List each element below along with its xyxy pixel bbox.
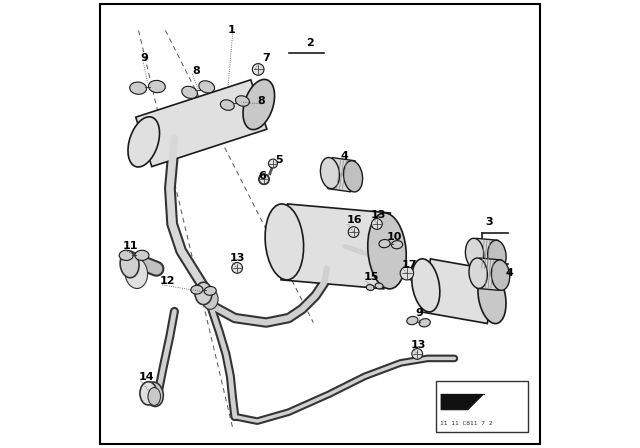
Text: 14: 14: [138, 372, 154, 382]
Polygon shape: [473, 238, 499, 271]
Ellipse shape: [371, 219, 382, 229]
Ellipse shape: [202, 289, 218, 310]
Ellipse shape: [199, 81, 214, 93]
Text: 11 11 C811 7 2: 11 11 C811 7 2: [440, 422, 493, 426]
Ellipse shape: [148, 80, 165, 93]
Ellipse shape: [265, 204, 303, 280]
Ellipse shape: [232, 263, 243, 273]
Ellipse shape: [348, 227, 359, 237]
Ellipse shape: [379, 240, 390, 248]
Polygon shape: [136, 80, 267, 167]
Ellipse shape: [195, 282, 212, 305]
Text: 8: 8: [192, 66, 200, 76]
Text: 2: 2: [306, 38, 314, 47]
Text: 3: 3: [486, 217, 493, 227]
Ellipse shape: [125, 258, 148, 289]
Ellipse shape: [182, 86, 198, 99]
Text: 11: 11: [123, 241, 138, 251]
Ellipse shape: [148, 388, 161, 405]
Text: 5: 5: [275, 155, 283, 165]
Text: 12: 12: [160, 276, 175, 286]
Ellipse shape: [478, 271, 506, 323]
Bar: [436, 381, 528, 432]
Text: 16: 16: [347, 215, 362, 225]
Ellipse shape: [220, 100, 234, 110]
Ellipse shape: [465, 238, 484, 269]
Ellipse shape: [344, 161, 363, 192]
Polygon shape: [281, 204, 390, 289]
Polygon shape: [441, 394, 484, 410]
Ellipse shape: [204, 287, 216, 295]
Ellipse shape: [375, 283, 383, 289]
Polygon shape: [477, 258, 502, 290]
Ellipse shape: [130, 82, 147, 95]
Text: 4: 4: [506, 268, 514, 278]
Ellipse shape: [407, 316, 418, 325]
Ellipse shape: [120, 251, 139, 278]
Ellipse shape: [236, 96, 250, 106]
Text: 10: 10: [387, 232, 402, 241]
Ellipse shape: [368, 213, 406, 289]
Text: 8: 8: [257, 96, 265, 106]
Ellipse shape: [400, 267, 413, 280]
Text: 6: 6: [258, 171, 266, 181]
Ellipse shape: [488, 240, 506, 271]
Ellipse shape: [145, 382, 163, 406]
Ellipse shape: [492, 260, 509, 290]
Text: 15: 15: [364, 272, 380, 282]
Ellipse shape: [128, 117, 159, 167]
Ellipse shape: [259, 174, 269, 185]
Ellipse shape: [366, 284, 374, 290]
Ellipse shape: [243, 79, 275, 129]
Ellipse shape: [412, 349, 422, 359]
Text: 13: 13: [411, 340, 426, 350]
Ellipse shape: [269, 159, 278, 168]
Text: 7: 7: [262, 53, 269, 63]
Ellipse shape: [119, 250, 133, 260]
Text: 9: 9: [140, 53, 148, 63]
Text: 13: 13: [371, 210, 387, 220]
Ellipse shape: [252, 64, 264, 75]
Polygon shape: [328, 158, 355, 192]
Text: 17: 17: [401, 260, 417, 270]
Polygon shape: [421, 259, 497, 323]
Ellipse shape: [191, 285, 203, 294]
Ellipse shape: [392, 241, 403, 249]
Text: 9: 9: [415, 308, 423, 318]
Ellipse shape: [419, 319, 430, 327]
Ellipse shape: [321, 158, 340, 189]
Text: 13: 13: [230, 253, 245, 263]
Ellipse shape: [412, 259, 440, 312]
Ellipse shape: [140, 382, 157, 405]
Ellipse shape: [135, 250, 149, 260]
Ellipse shape: [469, 258, 488, 289]
Text: 1: 1: [228, 26, 236, 35]
Text: 4: 4: [340, 151, 348, 161]
